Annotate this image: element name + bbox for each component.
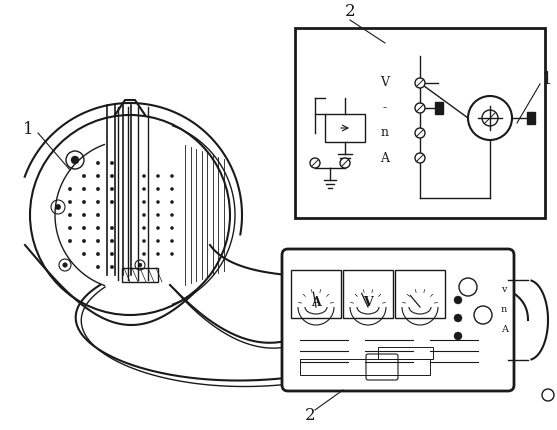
Circle shape: [157, 226, 160, 230]
Circle shape: [170, 252, 174, 255]
Circle shape: [96, 200, 100, 204]
Text: A: A: [501, 326, 508, 335]
Circle shape: [96, 174, 100, 178]
Bar: [527, 112, 535, 124]
Circle shape: [110, 226, 114, 230]
Text: -: -: [383, 101, 387, 114]
Bar: [395, 270, 445, 318]
Circle shape: [82, 252, 86, 256]
Circle shape: [170, 187, 174, 190]
Circle shape: [68, 187, 72, 191]
Circle shape: [68, 213, 72, 217]
Circle shape: [459, 278, 477, 296]
Circle shape: [468, 96, 512, 140]
Circle shape: [170, 200, 174, 204]
Circle shape: [454, 332, 462, 340]
Circle shape: [157, 252, 160, 255]
Bar: [325, 114, 365, 142]
Text: 1: 1: [542, 71, 553, 89]
Circle shape: [157, 213, 160, 217]
Circle shape: [110, 174, 114, 178]
Circle shape: [82, 213, 86, 217]
Circle shape: [143, 226, 145, 230]
Circle shape: [82, 226, 86, 230]
Text: 1: 1: [23, 122, 33, 138]
Bar: [295, 28, 545, 218]
Circle shape: [82, 239, 86, 243]
Circle shape: [170, 175, 174, 178]
Circle shape: [110, 161, 114, 165]
Circle shape: [542, 389, 554, 401]
Circle shape: [96, 239, 100, 243]
Text: V: V: [363, 295, 373, 308]
Bar: [122, 268, 158, 282]
Bar: [300, 359, 430, 375]
Circle shape: [454, 314, 462, 322]
Circle shape: [340, 158, 350, 168]
Circle shape: [157, 240, 160, 243]
Text: n: n: [381, 126, 389, 139]
Circle shape: [71, 156, 79, 164]
Circle shape: [138, 263, 142, 267]
Bar: [435, 102, 443, 114]
Circle shape: [55, 204, 61, 210]
Text: v: v: [501, 286, 506, 295]
Circle shape: [96, 187, 100, 191]
Circle shape: [157, 175, 160, 178]
Circle shape: [82, 174, 86, 178]
Circle shape: [415, 103, 425, 113]
Circle shape: [82, 200, 86, 204]
Circle shape: [96, 226, 100, 230]
Circle shape: [96, 161, 100, 165]
Circle shape: [96, 252, 100, 256]
Circle shape: [82, 187, 86, 191]
Circle shape: [143, 240, 145, 243]
Circle shape: [170, 226, 174, 230]
Circle shape: [454, 296, 462, 304]
Circle shape: [96, 213, 100, 217]
Circle shape: [68, 200, 72, 204]
FancyBboxPatch shape: [282, 249, 514, 391]
Circle shape: [170, 213, 174, 217]
Circle shape: [157, 187, 160, 190]
Circle shape: [474, 306, 492, 324]
Text: A: A: [311, 295, 321, 308]
Circle shape: [110, 252, 114, 256]
Circle shape: [310, 158, 320, 168]
Circle shape: [415, 153, 425, 163]
Text: V: V: [380, 77, 389, 89]
Bar: [343, 270, 393, 318]
Text: n: n: [501, 305, 507, 314]
Bar: [291, 270, 341, 318]
Circle shape: [110, 200, 114, 204]
Circle shape: [96, 265, 100, 269]
Circle shape: [68, 239, 72, 243]
Circle shape: [110, 239, 114, 243]
Circle shape: [143, 187, 145, 190]
Circle shape: [415, 128, 425, 138]
Text: 2: 2: [345, 3, 355, 21]
Text: 2: 2: [305, 406, 315, 424]
Circle shape: [415, 78, 425, 88]
Circle shape: [143, 200, 145, 204]
Circle shape: [110, 187, 114, 191]
Circle shape: [68, 226, 72, 230]
Text: A: A: [380, 151, 389, 165]
Circle shape: [157, 200, 160, 204]
Circle shape: [143, 213, 145, 217]
Circle shape: [110, 265, 114, 269]
Circle shape: [143, 252, 145, 255]
Bar: [378, 347, 433, 359]
Circle shape: [143, 175, 145, 178]
Circle shape: [62, 263, 67, 267]
Circle shape: [170, 240, 174, 243]
